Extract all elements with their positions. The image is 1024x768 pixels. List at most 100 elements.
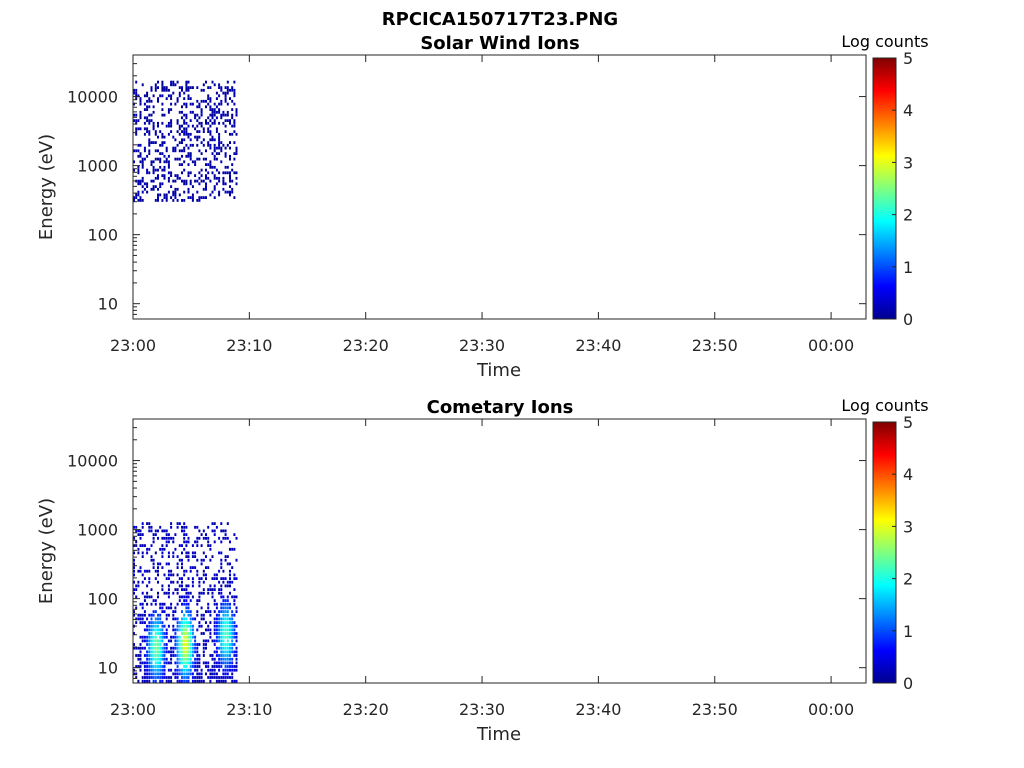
heatmap-cell bbox=[191, 661, 194, 665]
heatmap-cell bbox=[157, 536, 159, 540]
heatmap-cell bbox=[157, 595, 159, 599]
plot-area-frame bbox=[132, 418, 867, 684]
heatmap-cell bbox=[196, 157, 199, 161]
heatmap-cell bbox=[222, 580, 225, 584]
heatmap-cell bbox=[220, 606, 223, 610]
heatmap-cell bbox=[167, 679, 170, 683]
heatmap-cell bbox=[176, 143, 179, 147]
heatmap-cell bbox=[150, 668, 153, 672]
heatmap-cell bbox=[218, 646, 221, 650]
heatmap-cell bbox=[157, 617, 159, 621]
heatmap-cell bbox=[215, 602, 218, 606]
heatmap-cell bbox=[163, 650, 166, 654]
heatmap-cell bbox=[191, 124, 194, 128]
heatmap-cell bbox=[224, 643, 227, 646]
heatmap-cell bbox=[146, 595, 149, 599]
heatmap-cell bbox=[202, 88, 205, 92]
heatmap-cell bbox=[146, 522, 149, 525]
heatmap-cell bbox=[172, 135, 175, 139]
heatmap-cell bbox=[196, 179, 199, 183]
heatmap-cell bbox=[233, 157, 236, 161]
heatmap-cell bbox=[224, 617, 227, 621]
heatmap-cell bbox=[154, 632, 157, 635]
heatmap-cell bbox=[233, 102, 236, 106]
heatmap-cell bbox=[235, 646, 238, 650]
heatmap-cell bbox=[233, 599, 236, 602]
heatmap-cell bbox=[181, 141, 183, 144]
heatmap-cell bbox=[207, 661, 210, 665]
heatmap-cell bbox=[161, 628, 164, 632]
heatmap-cell bbox=[163, 635, 166, 639]
heatmap-cell bbox=[226, 643, 229, 646]
heatmap-cell bbox=[222, 606, 225, 610]
heatmap-cell bbox=[161, 624, 164, 628]
heatmap-cell bbox=[133, 573, 135, 577]
heatmap-cell bbox=[229, 573, 231, 577]
heatmap-cell bbox=[170, 679, 173, 683]
heatmap-cell bbox=[154, 157, 157, 161]
heatmap-cell bbox=[187, 635, 190, 639]
heatmap-cell bbox=[235, 624, 238, 628]
heatmap-cell bbox=[154, 130, 157, 133]
heatmap-cell bbox=[213, 149, 216, 153]
heatmap-cell bbox=[205, 621, 207, 624]
heatmap-cell bbox=[207, 624, 210, 628]
heatmap-cell bbox=[218, 591, 221, 595]
heatmap-cell bbox=[141, 617, 144, 621]
heatmap-cell bbox=[207, 130, 210, 133]
y-tick-label: 100 bbox=[87, 590, 118, 609]
heatmap-cell bbox=[161, 610, 164, 613]
heatmap-cell bbox=[224, 584, 227, 588]
heatmap-cell bbox=[211, 522, 214, 525]
heatmap-cell bbox=[185, 595, 188, 599]
heatmap-cell bbox=[218, 569, 221, 573]
heatmap-cell bbox=[196, 138, 199, 142]
heatmap-cell bbox=[159, 654, 162, 657]
heatmap-cell bbox=[181, 529, 183, 533]
heatmap-cell bbox=[178, 595, 181, 599]
heatmap-cell bbox=[196, 113, 199, 117]
heatmap-cell bbox=[226, 657, 229, 661]
heatmap-cell bbox=[170, 646, 173, 650]
heatmap-cell bbox=[189, 654, 192, 657]
heatmap-cell bbox=[224, 672, 227, 676]
heatmap-cell bbox=[235, 639, 238, 643]
heatmap-cell bbox=[189, 646, 192, 650]
heatmap-cell bbox=[209, 108, 212, 111]
heatmap-cell bbox=[226, 676, 229, 679]
heatmap-cell bbox=[167, 588, 170, 591]
heatmap-cell bbox=[154, 529, 157, 533]
heatmap-cell bbox=[150, 525, 153, 529]
heatmap-cell bbox=[231, 99, 234, 103]
heatmap-cell bbox=[174, 632, 177, 635]
heatmap-cell bbox=[143, 102, 146, 106]
heatmap-cell bbox=[224, 119, 227, 122]
y-axis-label: Energy (eV) bbox=[36, 134, 57, 240]
heatmap-cell bbox=[170, 602, 173, 606]
heatmap-cell bbox=[213, 533, 216, 536]
heatmap-cell bbox=[189, 138, 192, 142]
heatmap-cell bbox=[207, 141, 210, 144]
heatmap-cell bbox=[224, 124, 227, 128]
heatmap-cell bbox=[150, 672, 153, 676]
heatmap-cell bbox=[172, 536, 175, 540]
heatmap-cell bbox=[152, 179, 155, 183]
heatmap-cell bbox=[209, 679, 212, 683]
heatmap-cell bbox=[146, 171, 149, 175]
heatmap-cell bbox=[181, 558, 183, 562]
heatmap-cell bbox=[209, 668, 212, 672]
heatmap-cell bbox=[200, 591, 203, 595]
heatmap-cell bbox=[141, 83, 144, 87]
heatmap-cell bbox=[137, 584, 140, 588]
heatmap-cell bbox=[141, 580, 144, 584]
heatmap-cell bbox=[226, 628, 229, 632]
heatmap-cell bbox=[178, 91, 181, 95]
heatmap-cell bbox=[207, 610, 210, 613]
heatmap-cell bbox=[222, 650, 225, 654]
heatmap-cell bbox=[207, 566, 210, 569]
heatmap-cell bbox=[213, 157, 216, 161]
heatmap-cell bbox=[226, 143, 229, 147]
heatmap-cell bbox=[161, 588, 164, 591]
heatmap-cell bbox=[137, 679, 140, 683]
heatmap-cell bbox=[226, 113, 229, 117]
